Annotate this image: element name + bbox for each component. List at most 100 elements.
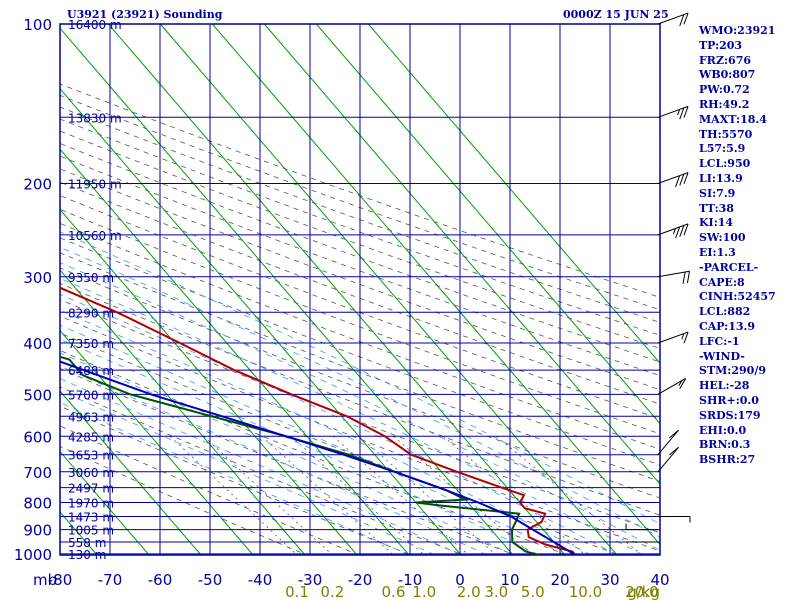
wind-barb <box>657 446 679 473</box>
height-label: 5700 m <box>68 388 114 402</box>
index-entry: TP:203 <box>699 38 743 52</box>
temperature-tick-label: -20 <box>348 571 373 589</box>
temperature-tick-label: 10 <box>500 571 519 589</box>
axis-unit-label: mb <box>33 571 57 589</box>
moist-adiabat-line <box>60 277 644 555</box>
temperature-tick-label: 40 <box>650 571 669 589</box>
pressure-tick-label: 900 <box>23 522 52 540</box>
index-entry: EI:1.3 <box>699 245 736 259</box>
index-entry: LCL:950 <box>699 157 751 171</box>
dry-adiabat-line <box>60 283 660 516</box>
height-label: 10560 m <box>68 229 122 243</box>
isotherm-line <box>60 27 514 555</box>
mixing-ratio-line <box>290 436 424 555</box>
isotherm-lines <box>60 24 660 555</box>
mixing-ratio-label: 2.0 <box>457 583 481 600</box>
temperature-tick-label: 30 <box>600 571 619 589</box>
moist-adiabat-line <box>60 390 436 555</box>
index-entry: SHR+:0.0 <box>699 393 759 407</box>
temperature-tick-label: -50 <box>198 571 223 589</box>
index-entry: PW:0.72 <box>699 83 750 97</box>
mixing-ratio-label: 3.0 <box>484 583 508 600</box>
wind-barb <box>657 377 687 395</box>
index-entry: SI:7.9 <box>699 186 736 200</box>
isotherm-line <box>60 87 462 555</box>
moist-adiabat-line <box>60 352 514 555</box>
pressure-tick-label: 300 <box>23 269 52 287</box>
pressure-tick-label: 400 <box>23 335 52 353</box>
temperature-tick-label: -80 <box>48 571 73 589</box>
dry-adiabat-line <box>60 425 357 555</box>
index-entry: LI:13.9 <box>699 171 743 185</box>
plot-frame <box>59 23 661 556</box>
height-label: 4963 m <box>68 410 114 424</box>
index-entry: RH:49.2 <box>699 97 750 111</box>
index-entry: -WIND- <box>699 349 745 363</box>
mixing-ratio-line <box>393 436 532 555</box>
height-label: 1473 m <box>68 510 114 524</box>
sounding-series <box>60 286 577 555</box>
isotherm-line <box>159 24 618 555</box>
isotherm-line <box>263 24 660 485</box>
mixing-ratio-label: 1.0 <box>412 583 436 600</box>
isotherm-line <box>367 24 660 364</box>
mixing-ratio-unit: g/kg <box>627 583 660 600</box>
isotherm-line <box>211 24 660 546</box>
temperature-tick-label: -30 <box>298 571 323 589</box>
index-entry: CINH:52457 <box>699 290 776 304</box>
wind-barb <box>657 270 691 284</box>
index-entry: FRZ:676 <box>699 53 752 67</box>
height-label: 16400 m <box>68 18 122 32</box>
wind-barb <box>625 523 658 531</box>
index-entry: KI:14 <box>699 216 734 230</box>
index-entry: SW:100 <box>699 231 746 245</box>
mixing-ratio-line <box>203 436 332 555</box>
index-entry: HEL:-28 <box>699 379 750 393</box>
height-label: 6488 m <box>68 364 114 378</box>
pressure-tick-label: 700 <box>23 464 52 482</box>
mixing-ratio-line <box>443 436 585 555</box>
index-entry: STM:290/9 <box>699 364 766 378</box>
wind-barb <box>658 515 691 523</box>
temperature-tick-label: 0 <box>455 571 465 589</box>
height-label: 1005 m <box>68 524 114 538</box>
wind-barb <box>657 172 689 188</box>
moist-adiabat-line <box>60 246 660 538</box>
moist-adiabat-line <box>60 231 660 525</box>
moist-adiabat-line <box>60 309 592 555</box>
temperature-tick-label: -10 <box>398 571 423 589</box>
height-label: 13830 m <box>68 111 122 125</box>
moist-adiabat-line <box>60 402 410 555</box>
isotherm-line <box>315 24 660 425</box>
isotherm-line <box>60 208 358 555</box>
wind-barbs <box>625 12 691 543</box>
index-entry: TH:5570 <box>699 127 753 141</box>
index-entry: BRN:0.3 <box>699 438 751 452</box>
pressure-tick-label: 500 <box>23 386 52 404</box>
mixing-ratio-label: 0.2 <box>320 583 344 600</box>
moist-adiabat-line <box>60 324 566 555</box>
wind-barb <box>657 223 689 239</box>
isotherm-line <box>60 269 306 555</box>
mixing-ratio-label: 0.6 <box>382 583 406 600</box>
mixing-ratio-label: 0.1 <box>285 583 309 600</box>
chart-title: U3921 (23921) Sounding <box>67 8 223 21</box>
index-entry: -PARCEL- <box>699 260 759 274</box>
index-entry: LFC:-1 <box>699 334 740 348</box>
stability-indices: WMO:23921 TP:203 FRZ:676 WB0:807 PW:0.72 RH:4… <box>699 24 776 468</box>
pressure-tick-label: 100 <box>23 16 52 34</box>
pressure-tick-label: 600 <box>23 428 52 446</box>
height-label: 9350 m <box>68 271 114 285</box>
moist-adiabat-line <box>60 365 488 555</box>
height-label: 3653 m <box>68 449 114 463</box>
mixing-ratio-label: 5.0 <box>521 583 545 600</box>
isotherm-line <box>60 390 202 555</box>
height-label: 2497 m <box>68 482 114 496</box>
isotherm-line <box>60 450 150 555</box>
index-entry: CAP:13.9 <box>699 319 756 333</box>
moist-adiabat-line <box>60 262 660 551</box>
height-label: 3060 m <box>68 466 114 480</box>
mixing-ratio-label: 10.0 <box>569 583 602 600</box>
